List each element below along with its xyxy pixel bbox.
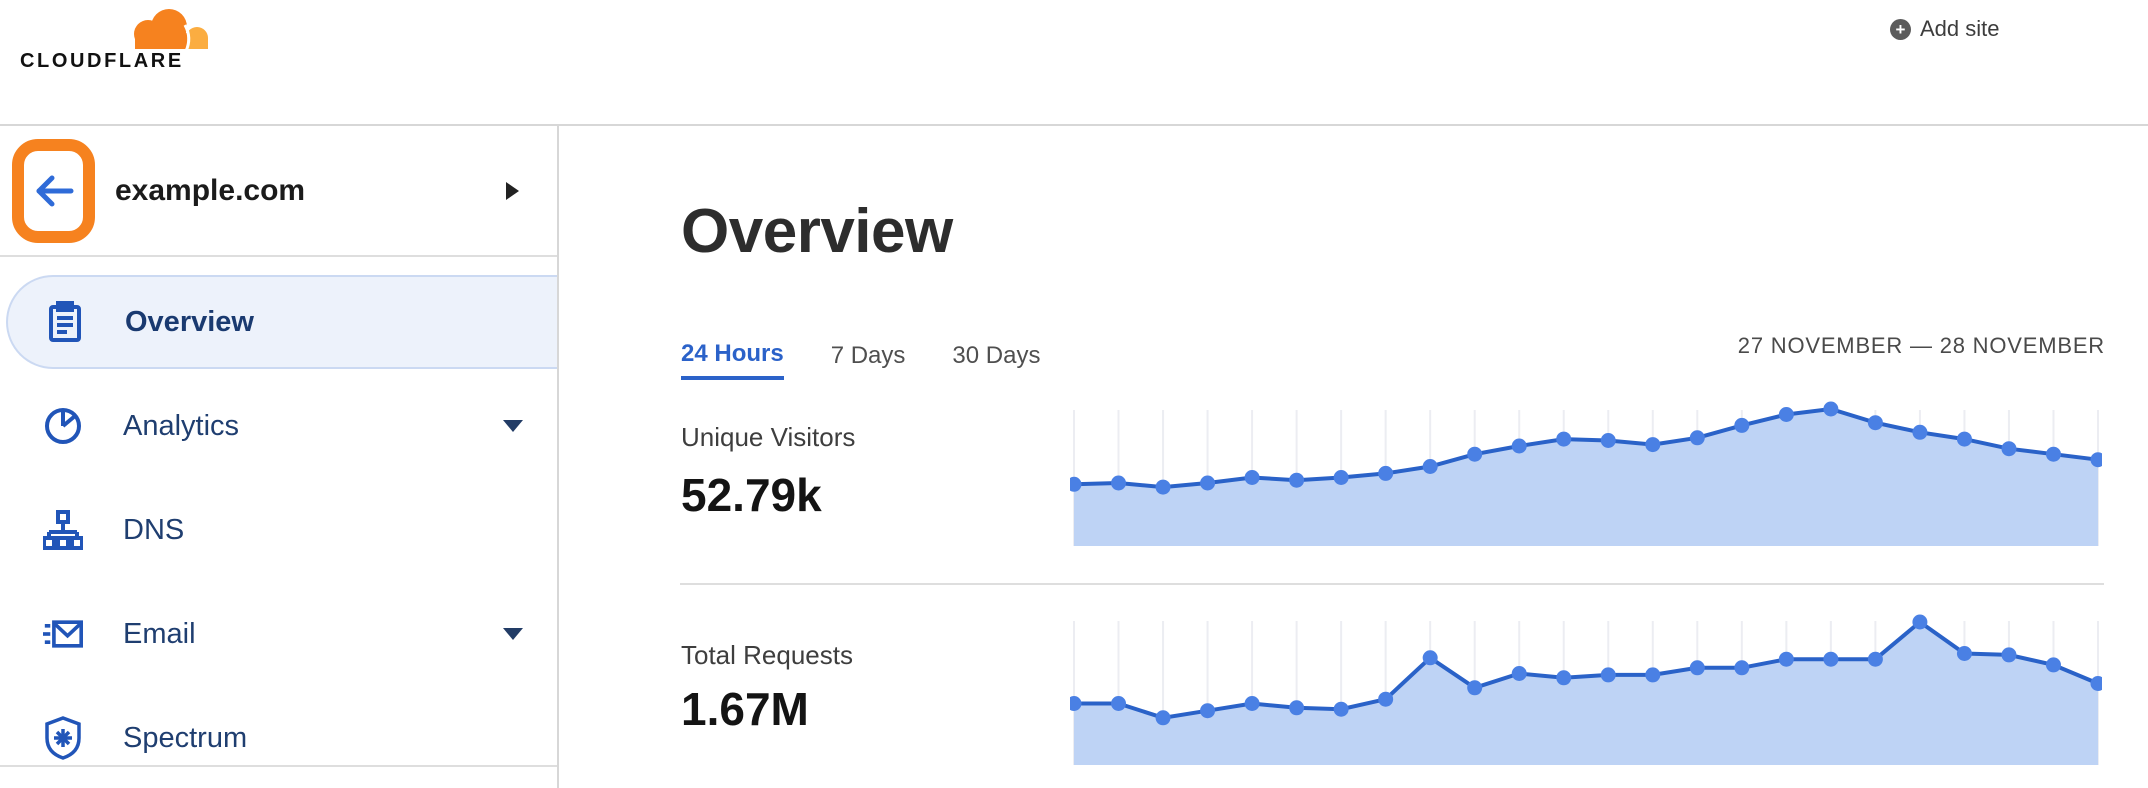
unique-visitors-value: 52.79k (681, 469, 822, 521)
cloudflare-logo[interactable]: CLOUDFLARE (20, 6, 210, 73)
clipboard-icon (45, 300, 85, 344)
sidebar-item-label: DNS (123, 513, 185, 546)
tab-7-days[interactable]: 7 Days (831, 340, 906, 380)
total-requests-chart[interactable] (1066, 610, 2106, 770)
plus-icon: + (1890, 18, 1911, 40)
sidebar-section-divider (0, 765, 557, 767)
cloudflare-cloud-icon (134, 9, 210, 52)
unique-visitors-chart[interactable] (1066, 398, 2106, 551)
back-arrow-icon (36, 175, 73, 206)
site-switcher-row: example.com (0, 126, 557, 257)
tab-30-days[interactable]: 30 Days (952, 340, 1040, 380)
sidebar-item-dns[interactable]: DNS (0, 483, 557, 577)
sidebar-item-label: Email (123, 617, 196, 650)
tab-24-hours[interactable]: 24 Hours (681, 340, 784, 380)
sidebar-nav: Overview Analytics (0, 257, 557, 785)
sidebar-item-label: Spectrum (123, 721, 248, 754)
add-site-label: Add site (1920, 16, 2000, 41)
add-site-button[interactable]: + Add site (1890, 16, 2000, 42)
chevron-down-icon[interactable] (503, 628, 523, 640)
app-shell: example.com Overview (0, 126, 2148, 788)
sidebar-item-overview[interactable]: Overview (6, 275, 557, 369)
top-header: CLOUDFLARE + Add site (0, 0, 2148, 126)
shield-burst-icon (43, 716, 83, 760)
pie-chart-icon (43, 404, 83, 448)
sidebar-item-spectrum[interactable]: Spectrum (0, 691, 557, 785)
sitemap-icon (43, 508, 83, 552)
time-range-tabs: 24 Hours 7 Days 30 Days (681, 340, 1040, 380)
date-range-label: 27 NOVEMBER — 28 NOVEMBER (1737, 333, 2105, 358)
main-content: Overview 24 Hours 7 Days 30 Days 27 NOVE… (559, 126, 2148, 788)
total-requests-value: 1.67M (681, 683, 809, 735)
sidebar-item-email[interactable]: Email (0, 587, 557, 681)
chevron-down-icon[interactable] (503, 420, 523, 432)
stats-row-divider (680, 583, 2104, 585)
envelope-icon (43, 612, 83, 656)
page-title: Overview (681, 197, 953, 266)
sidebar-item-label: Analytics (123, 409, 240, 442)
cloudflare-wordmark: CLOUDFLARE (20, 50, 184, 72)
site-switcher-chevron-right-icon[interactable] (506, 181, 519, 200)
back-button-highlighted[interactable] (12, 138, 95, 243)
site-name: example.com (115, 173, 306, 207)
sidebar-item-label: Overview (125, 305, 254, 338)
sidebar-item-analytics[interactable]: Analytics (0, 379, 557, 473)
sidebar: example.com Overview (0, 126, 559, 788)
total-requests-label: Total Requests (681, 640, 853, 670)
unique-visitors-label: Unique Visitors (681, 422, 856, 452)
